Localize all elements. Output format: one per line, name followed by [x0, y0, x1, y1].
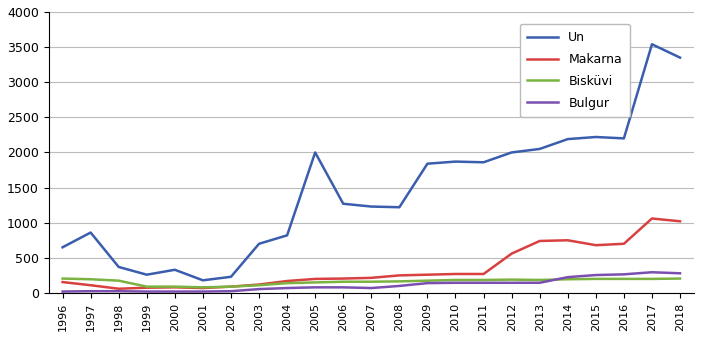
Bisküvi [198, 285, 207, 289]
Makarna [592, 243, 600, 247]
Bisküvi [648, 277, 656, 281]
Bisküvi [283, 281, 292, 285]
Bisküvi [592, 277, 600, 281]
Bisküvi [255, 283, 264, 287]
Bisküvi [367, 280, 376, 284]
Un [226, 275, 235, 279]
Line: Un: Un [62, 44, 680, 280]
Bulgur [479, 281, 488, 285]
Bulgur [423, 281, 432, 285]
Bisküvi [451, 278, 460, 282]
Makarna [114, 287, 123, 291]
Bisküvi [508, 277, 516, 282]
Makarna [311, 277, 320, 281]
Line: Makarna: Makarna [62, 218, 680, 289]
Bulgur [170, 290, 179, 294]
Bulgur [451, 281, 460, 285]
Un [311, 150, 320, 154]
Bisküvi [226, 285, 235, 289]
Un [58, 245, 67, 249]
Makarna [479, 272, 488, 276]
Makarna [451, 272, 460, 276]
Makarna [508, 251, 516, 256]
Makarna [86, 283, 95, 287]
Makarna [367, 276, 376, 280]
Bulgur [339, 285, 348, 289]
Bulgur [255, 287, 264, 291]
Bisküvi [395, 279, 404, 283]
Bulgur [283, 286, 292, 290]
Makarna [198, 286, 207, 290]
Un [423, 162, 432, 166]
Un [592, 135, 600, 139]
Bulgur [676, 271, 684, 275]
Bulgur [564, 275, 572, 279]
Makarna [142, 286, 151, 290]
Makarna [395, 273, 404, 277]
Un [86, 231, 95, 235]
Bisküvi [676, 276, 684, 281]
Un [648, 42, 656, 46]
Bulgur [58, 290, 67, 294]
Bulgur [395, 284, 404, 288]
Bisküvi [620, 277, 628, 281]
Un [170, 268, 179, 272]
Un [395, 205, 404, 209]
Line: Bulgur: Bulgur [62, 272, 680, 292]
Bisküvi [86, 277, 95, 281]
Un [339, 202, 348, 206]
Un [676, 55, 684, 59]
Bulgur [508, 281, 516, 285]
Bulgur [86, 289, 95, 293]
Makarna [564, 238, 572, 242]
Makarna [58, 280, 67, 284]
Un [451, 160, 460, 164]
Bulgur [311, 285, 320, 289]
Un [367, 204, 376, 209]
Makarna [423, 273, 432, 277]
Bulgur [592, 273, 600, 277]
Makarna [676, 219, 684, 223]
Bulgur [367, 286, 376, 290]
Makarna [283, 279, 292, 283]
Bisküvi [142, 285, 151, 289]
Makarna [620, 242, 628, 246]
Makarna [255, 283, 264, 287]
Un [564, 137, 572, 141]
Bisküvi [564, 277, 572, 281]
Bulgur [142, 290, 151, 294]
Makarna [170, 285, 179, 289]
Bulgur [114, 289, 123, 293]
Un [620, 136, 628, 140]
Bulgur [536, 281, 544, 285]
Un [114, 265, 123, 269]
Bisküvi [311, 281, 320, 285]
Bisküvi [339, 280, 348, 284]
Bisküvi [58, 276, 67, 281]
Bisküvi [114, 279, 123, 283]
Line: Bisküvi: Bisküvi [62, 279, 680, 287]
Bulgur [198, 290, 207, 294]
Legend: Un, Makarna, Bisküvi, Bulgur: Un, Makarna, Bisküvi, Bulgur [519, 24, 629, 117]
Un [508, 150, 516, 154]
Makarna [226, 285, 235, 289]
Un [283, 233, 292, 237]
Bisküvi [170, 285, 179, 289]
Bulgur [648, 270, 656, 274]
Un [255, 242, 264, 246]
Un [198, 278, 207, 282]
Makarna [339, 276, 348, 281]
Bulgur [226, 289, 235, 293]
Bisküvi [423, 279, 432, 283]
Bisküvi [536, 278, 544, 282]
Makarna [536, 239, 544, 243]
Un [142, 273, 151, 277]
Un [479, 160, 488, 164]
Bulgur [620, 272, 628, 276]
Un [536, 147, 544, 151]
Makarna [648, 216, 656, 220]
Bisküvi [479, 278, 488, 282]
